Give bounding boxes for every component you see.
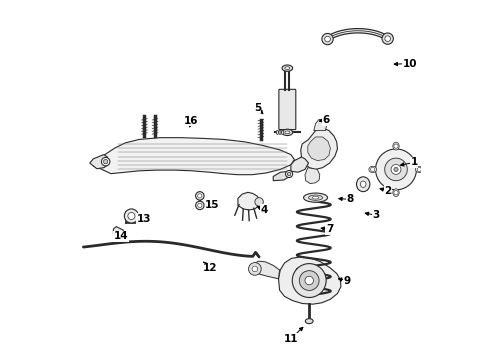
Polygon shape (278, 257, 341, 304)
Circle shape (124, 209, 139, 223)
Circle shape (385, 36, 391, 41)
Text: 14: 14 (114, 231, 128, 242)
Circle shape (196, 201, 204, 210)
Polygon shape (93, 138, 294, 175)
Text: 5: 5 (254, 103, 261, 113)
Circle shape (128, 212, 135, 220)
Text: 3: 3 (372, 210, 380, 220)
Ellipse shape (360, 181, 366, 188)
Text: 15: 15 (205, 200, 220, 210)
Ellipse shape (279, 130, 281, 135)
Ellipse shape (281, 130, 283, 135)
Ellipse shape (416, 166, 423, 172)
Text: 13: 13 (137, 214, 151, 224)
Polygon shape (273, 171, 291, 181)
Circle shape (198, 203, 202, 207)
Polygon shape (90, 154, 107, 169)
Ellipse shape (393, 142, 399, 150)
Text: 9: 9 (344, 275, 351, 285)
Text: 1: 1 (411, 157, 418, 167)
Circle shape (103, 159, 108, 164)
Circle shape (198, 194, 202, 198)
Circle shape (286, 171, 293, 177)
Circle shape (292, 264, 326, 297)
Text: 6: 6 (322, 115, 330, 125)
Ellipse shape (305, 319, 313, 324)
Ellipse shape (282, 65, 293, 71)
Polygon shape (253, 261, 280, 279)
Circle shape (394, 144, 398, 148)
Circle shape (305, 276, 314, 285)
Polygon shape (314, 119, 327, 131)
FancyBboxPatch shape (279, 89, 296, 130)
Ellipse shape (313, 196, 318, 199)
Circle shape (375, 149, 416, 190)
Ellipse shape (357, 177, 370, 192)
Ellipse shape (304, 193, 327, 202)
Ellipse shape (285, 131, 290, 134)
Text: 16: 16 (184, 116, 198, 126)
Ellipse shape (276, 130, 278, 135)
Text: 8: 8 (346, 194, 354, 204)
Polygon shape (305, 168, 320, 184)
Text: 10: 10 (403, 59, 417, 68)
Text: 12: 12 (202, 263, 217, 273)
Circle shape (382, 33, 393, 44)
Ellipse shape (393, 189, 399, 197)
Polygon shape (238, 192, 260, 210)
Circle shape (299, 271, 319, 291)
Circle shape (394, 167, 398, 171)
Text: 4: 4 (261, 205, 268, 215)
Circle shape (391, 165, 401, 174)
Circle shape (196, 192, 204, 200)
Circle shape (252, 266, 258, 272)
Polygon shape (113, 226, 123, 237)
Ellipse shape (285, 67, 290, 69)
Circle shape (322, 33, 333, 45)
Ellipse shape (369, 166, 377, 172)
Text: 7: 7 (326, 224, 333, 234)
Circle shape (255, 198, 263, 206)
Circle shape (417, 167, 421, 171)
Text: 11: 11 (284, 334, 298, 344)
Text: 2: 2 (384, 186, 392, 195)
Circle shape (287, 172, 291, 176)
Circle shape (325, 36, 330, 42)
Circle shape (370, 167, 375, 171)
Circle shape (101, 157, 110, 166)
Polygon shape (301, 128, 338, 170)
Circle shape (385, 158, 407, 181)
Ellipse shape (309, 195, 322, 200)
Polygon shape (308, 137, 330, 161)
Circle shape (248, 262, 261, 275)
Ellipse shape (282, 129, 293, 136)
Polygon shape (291, 157, 309, 172)
Circle shape (394, 190, 398, 195)
